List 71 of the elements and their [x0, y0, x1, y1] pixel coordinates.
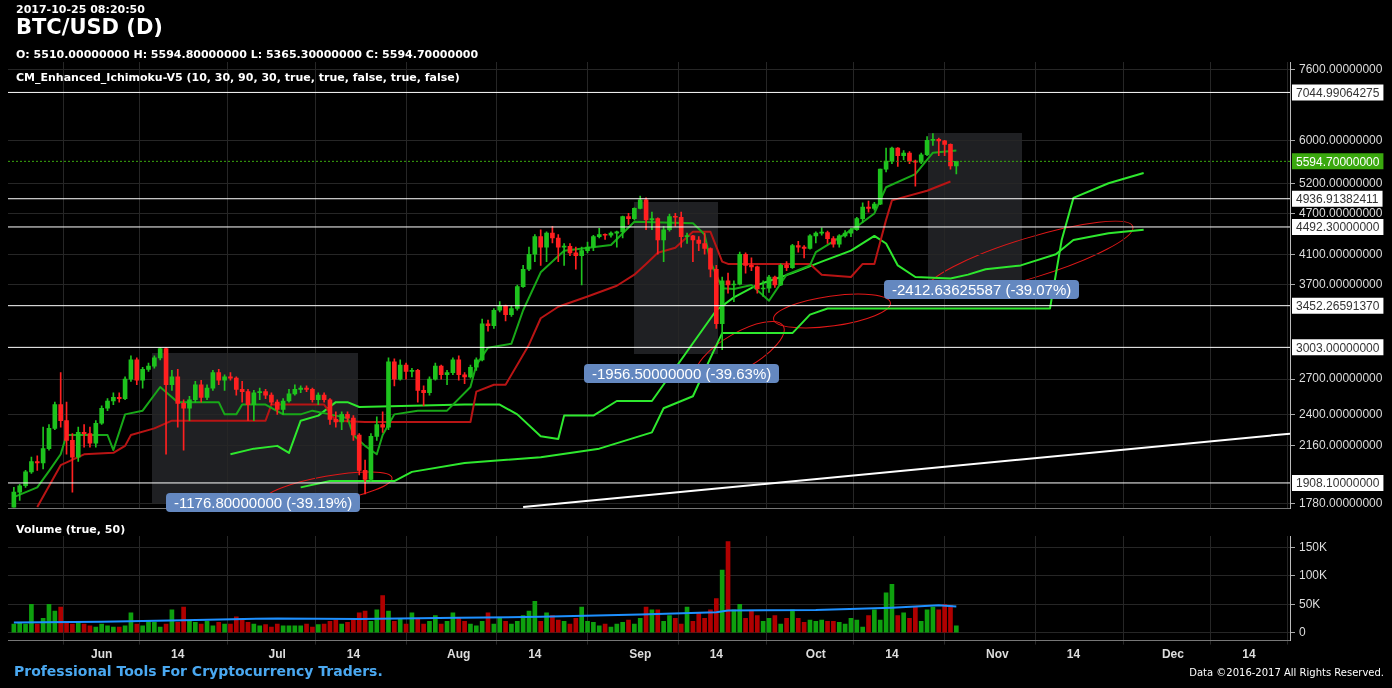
y-tick-label: 0: [1299, 624, 1306, 639]
text: 2017-10-25 08:20:50: [16, 3, 145, 16]
bar: [438, 623, 444, 633]
annotation: -1956.50000000 (-39.63%): [584, 364, 780, 383]
bar: [790, 609, 795, 633]
bar: [778, 623, 784, 633]
ref-line-label: 3003.00000000: [1296, 340, 1380, 355]
bar: [34, 623, 40, 633]
chart-title: BTC/USD (D): [16, 15, 163, 39]
ref-line-label: 4936.91382411: [1296, 192, 1379, 207]
x-tick-label: 14: [1242, 647, 1257, 662]
chart-title: Volume (true, 50): [16, 523, 126, 536]
bar: [315, 624, 321, 633]
bar: [75, 622, 81, 633]
bar: [954, 625, 959, 633]
y-tick-label: 1780.00000000: [1299, 496, 1383, 511]
x-tick-label: 14: [528, 647, 542, 662]
bar: [386, 610, 391, 633]
chart-subtitle: O: 5510.00000000 H: 5594.80000000 L: 5365.30000000 C: 5594.70000000: [16, 48, 479, 61]
bar: [216, 622, 222, 633]
y-tick-label: 2160.00000000: [1299, 438, 1383, 453]
bar: [134, 623, 140, 633]
bar: [503, 620, 508, 633]
x-tick-label: Oct: [805, 647, 826, 662]
bar: [626, 619, 631, 633]
bar: [380, 595, 385, 633]
y-tick-label: 6000.00000000: [1299, 132, 1383, 147]
x-tick-label: Jun: [90, 647, 113, 662]
text: Data ©2016-2017 All Rights Reserved.: [1189, 667, 1384, 678]
x-tick-label: 14: [885, 647, 899, 662]
bar: [116, 626, 122, 633]
bar: [784, 618, 789, 633]
y-tick-label: 150K: [1299, 539, 1328, 554]
annotation: CM_Enhanced_Ichimoku-V5 (10, 30, 90, 30, true, true, false, true, false): [16, 71, 460, 84]
ref-line-label: 3452.26591370: [1296, 298, 1380, 313]
x-tick-label: Jul: [268, 647, 286, 662]
bar: [901, 612, 906, 633]
x-tick-label: Dec: [1161, 647, 1185, 662]
x-tick-label: Sep: [629, 647, 652, 662]
x-tick-label: 14: [171, 647, 185, 662]
y-tick-label: 100K: [1299, 568, 1328, 583]
y-tick-label: 4100.00000000: [1299, 246, 1383, 261]
y-tick-label: 5200.00000000: [1299, 175, 1383, 190]
x-tick-label: Aug: [447, 647, 471, 662]
ref-line-label: 4492.30000000: [1296, 220, 1380, 235]
x-tick-label: 14: [346, 647, 361, 662]
bar: [538, 620, 544, 633]
bar: [544, 612, 549, 633]
text: Professional Tools For Cryptocurrency Traders.: [14, 663, 383, 679]
bar: [339, 623, 344, 633]
bar: [719, 569, 725, 633]
bar: [392, 620, 397, 633]
bar: [198, 623, 204, 633]
annotation: -1176.80000000 (-39.19%): [166, 493, 361, 512]
bar: [895, 615, 901, 633]
ref-line-label: 5594.70000000: [1296, 154, 1380, 169]
annotation: -2412.63625587 (-39.07%): [884, 280, 1080, 299]
y-tick-label: 50K: [1299, 596, 1321, 611]
y-tick-label: 7600.00000000: [1299, 62, 1383, 77]
ref-line-label: 7044.99064275: [1296, 85, 1380, 100]
x-tick-label: 14: [1066, 647, 1081, 662]
y-tick-label: 4700.00000000: [1299, 205, 1383, 220]
x-tick-label: 14: [709, 647, 724, 662]
bar: [222, 623, 227, 633]
x-tick-label: Nov: [985, 647, 1009, 662]
y-tick-label: 3700.00000000: [1299, 277, 1383, 292]
y-tick-label: 2700.00000000: [1299, 371, 1383, 386]
y-tick-label: 2400.00000000: [1299, 406, 1383, 421]
ref-line-label: 1908.10000000: [1296, 476, 1380, 491]
bar: [655, 609, 661, 633]
bar: [866, 615, 871, 633]
